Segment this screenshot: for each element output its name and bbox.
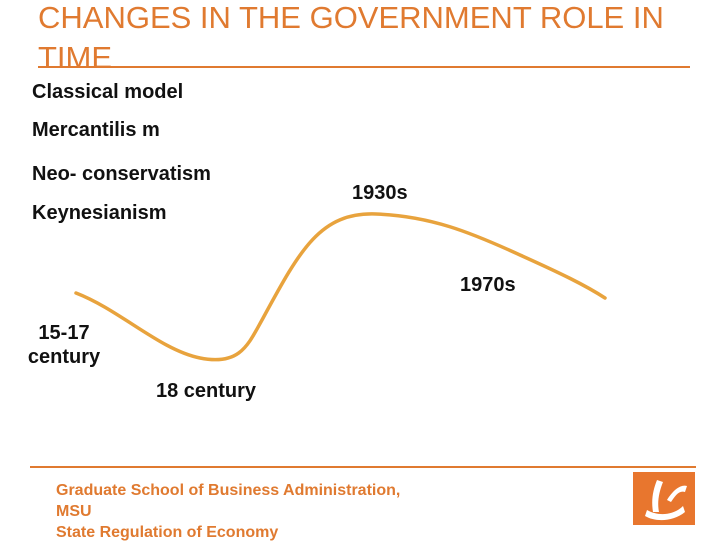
footer-university: MSU	[56, 503, 92, 520]
slide-title: CHANGES IN THE GOVERNMENT ROLE IN TIME	[38, 0, 664, 75]
legend-mercantilism: Mercantilis m	[32, 119, 160, 141]
era-label-1970s: 1970s	[460, 274, 516, 296]
era-label-18-century: 18 century	[156, 380, 257, 402]
msu-business-school-logo-icon	[633, 472, 695, 525]
footer-divider	[30, 466, 696, 468]
legend-classical-model: Classical model	[32, 81, 184, 103]
title-divider	[38, 66, 690, 68]
footer-course: State Regulation of Economy	[56, 524, 279, 541]
footer-institution: Graduate School of Business Administrati…	[56, 482, 401, 499]
era-label-1930s: 1930s	[352, 182, 408, 204]
legend-keynesianism: Keynesianism	[32, 202, 167, 224]
role-trend-line	[74, 212, 607, 362]
era-label-15-17-century: 15-17 century	[27, 322, 101, 368]
legend-neoconservatism: Neo- conservatism	[32, 163, 211, 185]
